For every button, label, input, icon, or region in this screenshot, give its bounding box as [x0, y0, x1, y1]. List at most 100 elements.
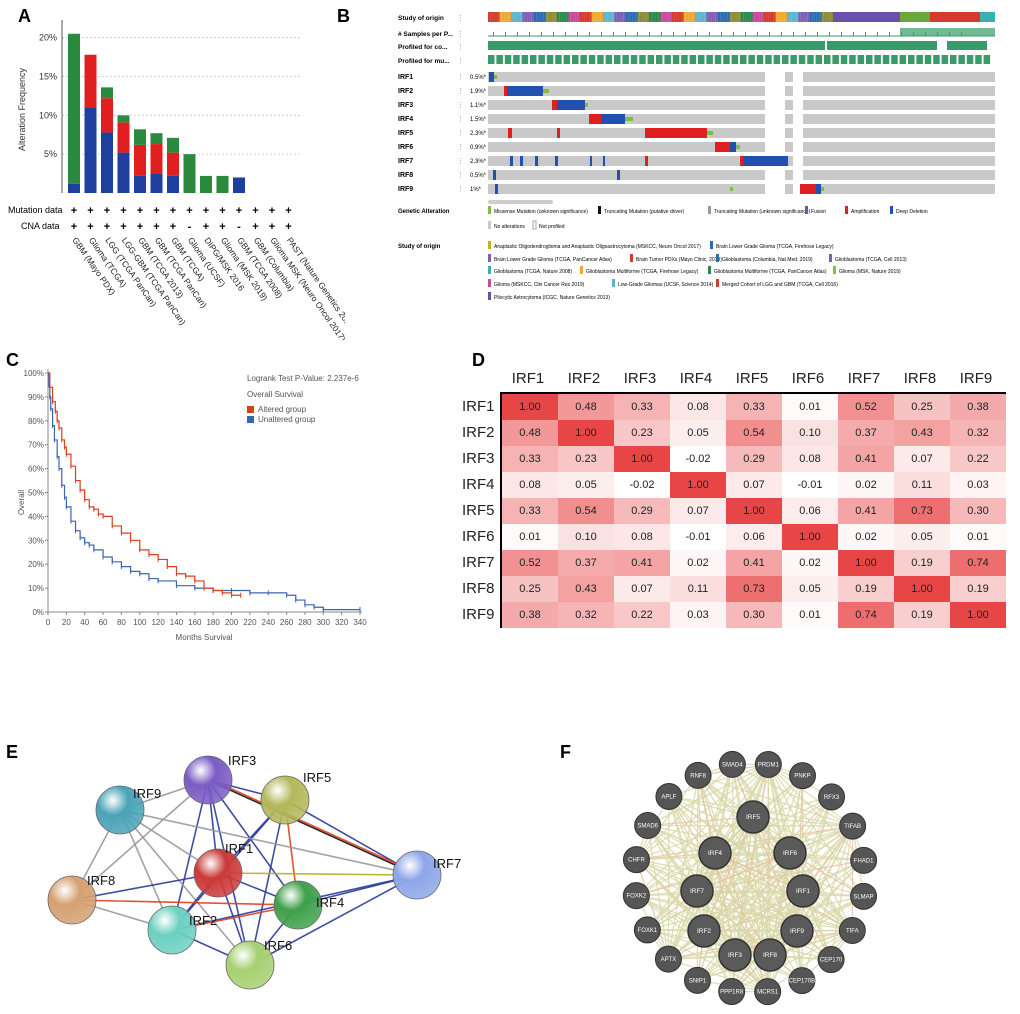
study-stripe [601, 12, 603, 22]
panel-a-alteration-frequency: 20%15%10%5%Alteration Frequency++GBM (Ma… [0, 0, 345, 340]
heatmap-row-header: IRF5 [462, 502, 498, 519]
node-label: SMAD4 [722, 762, 743, 768]
study-stripe [589, 12, 591, 22]
gene-track [803, 72, 995, 82]
bar-segment-mutation [134, 129, 146, 145]
study-swatch [716, 254, 719, 262]
study-stripe [550, 12, 552, 22]
heatmap-col-header: IRF6 [780, 370, 836, 387]
gene-pct: 1.9%* [470, 89, 487, 95]
gene-pct: 0.9%* [470, 145, 487, 151]
study-swatch [833, 266, 836, 274]
heatmap-cell: 1.00 [782, 524, 838, 550]
study-stripe [541, 12, 543, 22]
profiled-mut [925, 55, 932, 64]
profiled-mut [908, 55, 915, 64]
samples-tick [673, 32, 674, 36]
study-stripe [833, 12, 900, 22]
bar-segment-mutation [167, 138, 179, 153]
gene-track [785, 86, 793, 96]
heatmap-cell: 0.07 [614, 576, 670, 602]
study-stripe [980, 12, 995, 22]
x-tick-label: 20 [62, 618, 71, 627]
node-label: RNF8 [690, 773, 706, 779]
node-label: TIFAB [844, 824, 861, 830]
heatmap-cell: 1.00 [670, 472, 726, 498]
heatmap-cell: 0.08 [502, 472, 558, 498]
study-stripe [569, 12, 571, 22]
alteration-amp [645, 128, 707, 138]
study-stripe [647, 12, 649, 22]
study-swatch [488, 254, 491, 262]
study-stripe [511, 12, 513, 22]
study-stripe [578, 12, 580, 22]
samples-tick [829, 32, 830, 36]
alteration-del [603, 156, 605, 166]
study-stripe [734, 12, 736, 22]
bar-segment-mutation [68, 34, 80, 184]
node-label: IRF8 [87, 873, 115, 888]
study-stripe [686, 12, 688, 22]
node-label: CEP170B [789, 979, 815, 985]
legend-swatch [708, 206, 711, 214]
samples-tick [493, 32, 494, 36]
profiled-mut [874, 55, 881, 64]
gene-label: IRF8 [398, 172, 413, 179]
node-label: SLMAP [853, 894, 873, 900]
samples-block [900, 28, 995, 36]
study-stripe [612, 12, 614, 22]
study-stripe [755, 12, 757, 22]
study-stripe [812, 12, 814, 22]
study-stripe [704, 12, 706, 22]
study-stripe [490, 12, 492, 22]
alteration-del [520, 156, 523, 166]
cna-data-mark: - [188, 221, 192, 233]
study-stripe [707, 12, 709, 22]
heatmap-cell: 0.19 [894, 550, 950, 576]
heatmap-cell: 0.41 [838, 498, 894, 524]
x-tick-label: 100 [133, 618, 147, 627]
bar-segment-deep_deletion [233, 177, 245, 193]
study-stripe [794, 12, 796, 22]
study-stripe [826, 12, 828, 22]
samples-tick [793, 32, 794, 36]
heatmap-cell: 1.00 [838, 550, 894, 576]
mutation-data-mark: + [104, 205, 110, 217]
study-stripe [739, 12, 741, 22]
profiled-mut [622, 55, 629, 64]
cna-data-mark: + [203, 221, 209, 233]
profiled-mut [958, 55, 965, 64]
study-stripe [730, 12, 732, 22]
heatmap-cell: -0.02 [614, 472, 670, 498]
y-tick-label: 10% [28, 584, 44, 593]
legend-item: Truncating Mutation (putative driver) [604, 209, 684, 215]
samples-tick [553, 32, 554, 36]
mutation-data-mark: + [120, 205, 126, 217]
profiled-mut [589, 55, 596, 64]
samples-tick [685, 32, 686, 36]
gene-menu-icon: ⋮ [457, 172, 464, 179]
study-stripe [736, 12, 738, 22]
profiled-mut [614, 55, 621, 64]
profiled-mut [690, 55, 697, 64]
alteration-del [730, 142, 736, 152]
bar-segment-mutation [151, 133, 163, 144]
y-tick-label: 50% [28, 489, 44, 498]
track-label: Profiled for mu... [398, 58, 450, 65]
profiled-cna [947, 41, 987, 50]
study-stripe [573, 12, 575, 22]
study-stripe [757, 12, 759, 22]
track-label: Study of origin [398, 15, 444, 22]
samples-tick [625, 32, 626, 36]
gene-menu-icon: ⋮ [457, 158, 464, 165]
alteration-amp [552, 100, 557, 110]
gene-label: IRF5 [398, 130, 413, 137]
heatmap-cell: 0.30 [726, 602, 782, 628]
study-stripe [525, 12, 527, 22]
mutation-data-mark: + [87, 205, 93, 217]
study-stripe [831, 12, 833, 22]
profiled-mut [866, 55, 873, 64]
cna-data-mark: + [219, 221, 225, 233]
gene-menu-icon: ⋮ [457, 88, 464, 95]
x-tick-label: 80 [117, 618, 126, 627]
